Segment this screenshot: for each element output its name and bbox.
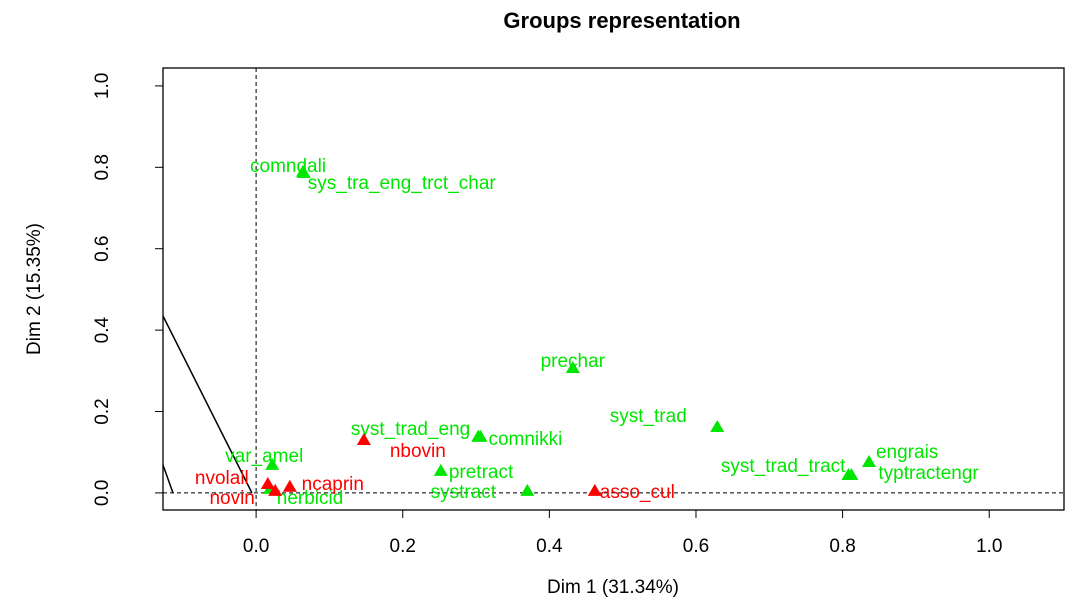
point-label: engrais: [876, 442, 938, 463]
point-label: asso_cul: [600, 482, 675, 503]
point-label: comndali: [250, 156, 326, 177]
x-tick-label: 1.0: [976, 536, 1002, 557]
point: [710, 419, 725, 432]
y-tick-label: 0.0: [92, 480, 113, 506]
point-label: novin: [209, 488, 254, 509]
decor-line: [162, 464, 174, 494]
point-label: syst_trad_eng: [351, 419, 470, 440]
x-axis-label: Dim 1 (31.34%): [547, 577, 679, 598]
point: [841, 467, 856, 480]
point-label: pretract: [449, 462, 514, 483]
decor-line: [162, 315, 253, 494]
point: [282, 479, 297, 492]
point-label: nvolail: [195, 468, 249, 489]
point: [587, 483, 602, 496]
x-tick-label: 0.2: [390, 536, 416, 557]
y-axis-label: Dim 2 (15.35%): [24, 223, 45, 355]
point-label: var_amel: [225, 446, 303, 467]
x-tick-label: 0.0: [243, 536, 269, 557]
point-label: systract: [431, 482, 497, 503]
x-tick-label: 0.4: [536, 536, 563, 557]
point-label: syst_trad: [610, 406, 687, 427]
point-label: syst_trad_tract: [721, 456, 846, 477]
point-label: sys_tra_eng_trct_char: [308, 173, 497, 194]
point-label: typtractengr: [878, 463, 979, 484]
point-label: prechar: [541, 351, 606, 372]
point: [861, 454, 876, 467]
y-tick-label: 0.4: [92, 316, 113, 343]
x-tick-label: 0.6: [683, 536, 709, 557]
y-tick-label: 1.0: [92, 73, 113, 99]
point: [565, 360, 580, 373]
y-tick-label: 0.2: [92, 398, 113, 424]
point: [520, 483, 535, 496]
point-label: comnikki: [488, 429, 562, 450]
point: [471, 429, 486, 442]
point-label: nbovin: [390, 441, 446, 462]
point: [268, 483, 283, 496]
point: [433, 463, 448, 476]
point-label: herbicid: [277, 488, 344, 509]
x-tick-label: 0.8: [829, 536, 855, 557]
point: [296, 166, 311, 179]
point: [260, 476, 275, 489]
point: [356, 432, 371, 445]
chart-title: Groups representation: [503, 8, 740, 33]
point: [265, 457, 280, 470]
y-tick-label: 0.6: [92, 235, 113, 261]
y-tick-label: 0.8: [92, 154, 113, 180]
point-label: ncaprin: [302, 474, 364, 495]
